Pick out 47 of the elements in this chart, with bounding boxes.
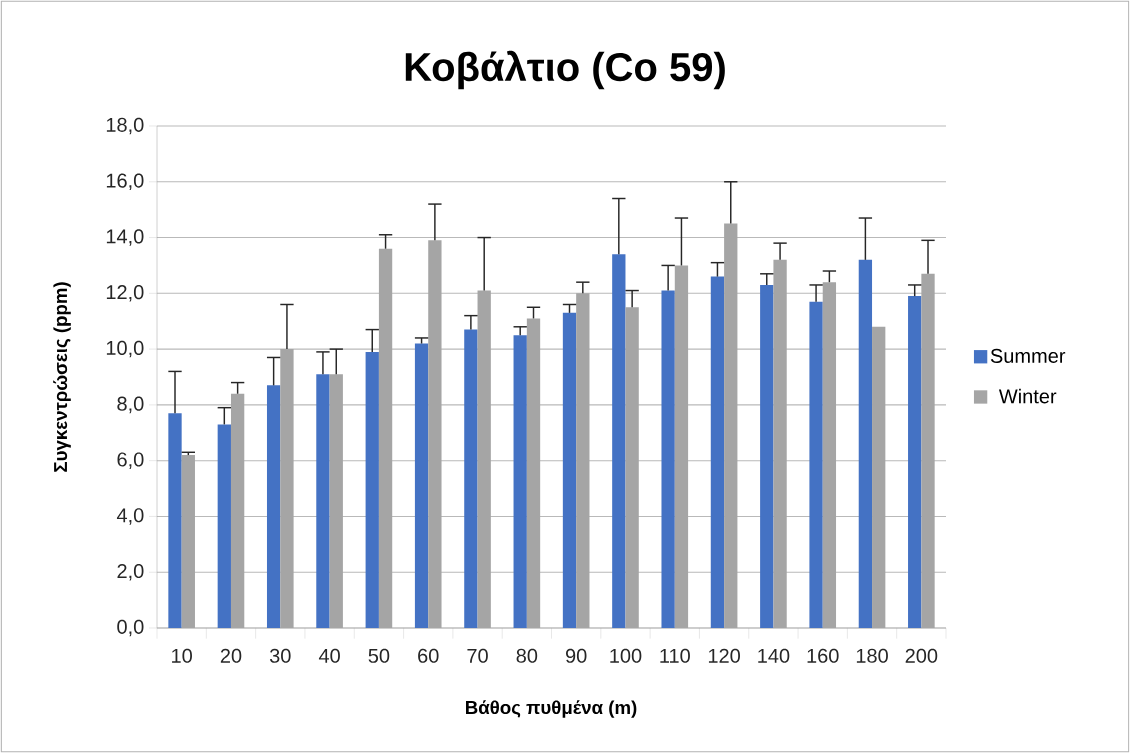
- x-tick-label: 110: [660, 648, 690, 663]
- y-tick-label: 10,0: [106, 340, 144, 358]
- bar: [316, 374, 330, 628]
- x-tick-label: 100: [610, 648, 642, 663]
- x-tick-label: 30: [269, 648, 291, 663]
- x-tick-label: 120: [708, 648, 740, 663]
- y-tick-label: 6,0: [117, 452, 144, 469]
- y-tick-label: 4,0: [116, 508, 144, 525]
- bar: [414, 343, 429, 628]
- x-tick-label: 180: [856, 648, 888, 663]
- bar: [464, 329, 478, 628]
- bar: [858, 259, 873, 628]
- y-axis-title: Συγκεντρώσεις (ppm): [53, 282, 71, 472]
- x-tick-label: 60: [418, 648, 439, 663]
- bar: [217, 424, 231, 628]
- bar: [562, 312, 577, 628]
- bar: [168, 413, 182, 628]
- x-tick-label: 140: [758, 648, 790, 663]
- x-tick-label: 50: [368, 648, 390, 663]
- y-tick-label: 16,0: [106, 173, 144, 191]
- x-tick-label: 70: [467, 648, 488, 663]
- legend-label: Winter: [998, 388, 1057, 404]
- y-tick-label: 14,0: [106, 229, 144, 246]
- y-tick-label: 8,0: [117, 396, 144, 414]
- bar: [908, 296, 922, 628]
- x-tick-label: 200: [905, 648, 938, 663]
- y-tick-label: 18,0: [106, 117, 144, 135]
- bar: [760, 284, 774, 628]
- x-tick-label: 40: [318, 648, 340, 663]
- y-tick-label: 0,0: [117, 619, 144, 637]
- bar: [710, 276, 725, 628]
- chart-title: Κοβάλτιο (Co 59): [405, 50, 725, 90]
- bar: [365, 351, 379, 628]
- y-tick-label: 2,0: [117, 563, 144, 581]
- bar: [809, 301, 823, 628]
- bar: [612, 254, 626, 628]
- bar: [513, 335, 527, 628]
- x-tick-label: 80: [516, 648, 538, 663]
- x-tick-label: 90: [565, 648, 587, 663]
- x-tick-label: 10: [172, 648, 192, 663]
- x-tick-label: 20: [220, 648, 242, 663]
- legend-label: Summer: [990, 348, 1066, 363]
- bar: [661, 290, 675, 628]
- bar: [266, 385, 281, 628]
- y-tick-label: 12,0: [106, 285, 144, 302]
- x-axis-title: Βάθος πυθμένα (m): [466, 700, 637, 718]
- x-tick-label: 160: [807, 648, 839, 663]
